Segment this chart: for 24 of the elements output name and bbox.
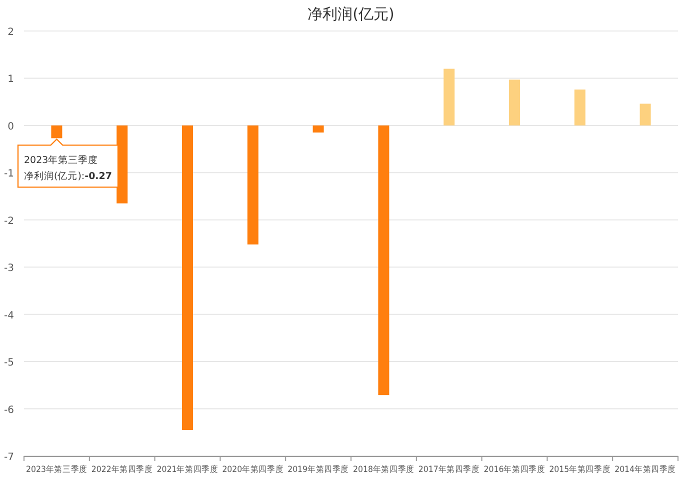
chart-title: 净利润(亿元) bbox=[308, 5, 394, 23]
x-tick-label: 2015年第四季度 bbox=[549, 464, 616, 475]
x-tick-label: 2014年第四季度 bbox=[614, 464, 682, 475]
x-tick-label: 2022年第四季度 bbox=[91, 464, 158, 475]
x-tick-label: 2016年第四季度 bbox=[484, 464, 550, 475]
y-tick-label: -5 bbox=[4, 358, 14, 369]
y-tick-label: -1 bbox=[4, 168, 14, 180]
x-tick-label: 2023年第三季度 bbox=[26, 464, 93, 475]
annotation: 净利润(亿元):-0.27 bbox=[24, 170, 112, 182]
y-tick-label: -2 bbox=[4, 216, 14, 227]
x-tick-label: 2020年第四季度 bbox=[222, 464, 289, 475]
y-tick-label: -3 bbox=[4, 263, 14, 274]
y-tick-label: 1 bbox=[8, 74, 14, 86]
y-tick-label: -7 bbox=[4, 452, 14, 463]
y-tick-label: 2 bbox=[8, 27, 14, 38]
x-tick-label: 2021年第四季度 bbox=[156, 464, 224, 475]
y-tick-label: -6 bbox=[4, 404, 14, 416]
tooltip: 2023年第三季度 净利润(亿元):-0.27 bbox=[17, 138, 119, 188]
y-tick-label: 0 bbox=[8, 121, 14, 132]
x-tick-label: 2018年第四季度 bbox=[353, 464, 420, 475]
x-tick-label: 2017年第四季度 bbox=[418, 464, 486, 475]
x-tick-label: 2019年第四季度 bbox=[288, 464, 354, 475]
y-tick-label: -4 bbox=[4, 310, 14, 322]
annotation: 2023年第三季度 bbox=[24, 154, 98, 166]
